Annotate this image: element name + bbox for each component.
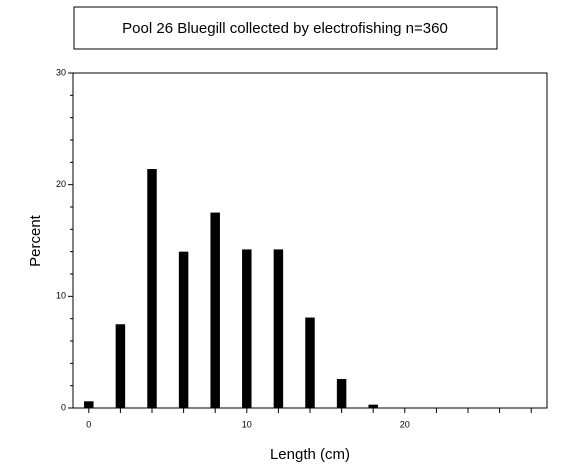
x-tick-label: 0 <box>86 419 91 429</box>
bar <box>336 378 347 408</box>
bar <box>115 324 126 408</box>
bar <box>305 317 315 408</box>
bar <box>178 251 189 408</box>
y-tick-label: 10 <box>56 291 66 301</box>
bar <box>273 249 284 408</box>
y-tick-label: 30 <box>56 67 66 77</box>
bar <box>147 169 157 408</box>
bar <box>242 249 252 408</box>
x-axis-label: Length (cm) <box>270 446 350 463</box>
x-tick-label: 20 <box>400 419 410 429</box>
y-tick-label: 0 <box>61 402 66 412</box>
y-tick-label: 20 <box>56 179 66 189</box>
y-axis-label: Percent <box>27 214 44 267</box>
bar <box>84 401 94 408</box>
title-box <box>73 6 498 50</box>
bar <box>368 404 378 408</box>
x-tick-label: 10 <box>242 419 252 429</box>
bar <box>210 212 220 408</box>
chart-title: Pool 26 Bluegill collected by electrofis… <box>122 20 448 37</box>
